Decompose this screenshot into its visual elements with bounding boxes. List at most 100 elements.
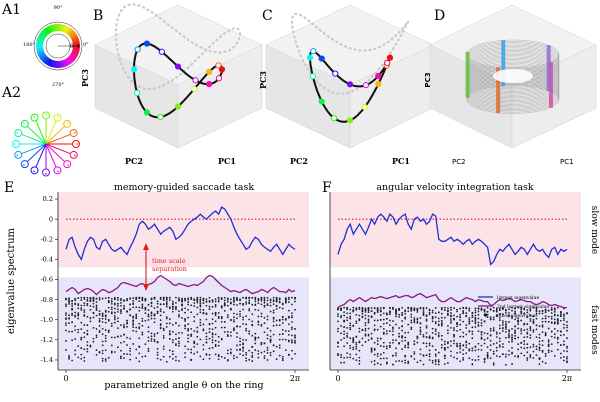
wheel-segment bbox=[72, 48, 80, 53]
other-eigenvalue-dot bbox=[563, 327, 565, 329]
other-eigenvalue-dot bbox=[477, 317, 480, 320]
other-eigenvalue-dot bbox=[251, 354, 254, 357]
other-eigenvalue-dot bbox=[68, 317, 70, 319]
other-eigenvalue-dot bbox=[468, 319, 471, 321]
trajectory-marker-b bbox=[206, 68, 213, 75]
y-tick-label: -1.0 bbox=[40, 316, 53, 324]
other-eigenvalue-dot bbox=[465, 324, 468, 327]
ghost-trajectory-b bbox=[114, 3, 242, 90]
other-eigenvalue-dot bbox=[370, 348, 373, 351]
band-fast-e bbox=[58, 277, 309, 370]
other-eigenvalue-dot bbox=[434, 330, 437, 333]
other-eigenvalue-dot bbox=[248, 349, 251, 352]
other-eigenvalue-dot bbox=[98, 331, 101, 334]
trajectory-marker-c bbox=[346, 117, 354, 124]
other-eigenvalue-dot bbox=[480, 307, 483, 310]
other-eigenvalue-dot bbox=[480, 330, 483, 333]
chart-title-e: memory-guided saccade task bbox=[114, 182, 254, 193]
other-eigenvalue-dot bbox=[541, 317, 544, 320]
other-eigenvalue-dot bbox=[104, 329, 107, 331]
other-eigenvalue-dot bbox=[89, 297, 92, 300]
other-eigenvalue-dot bbox=[92, 312, 95, 315]
other-eigenvalue-dot bbox=[162, 337, 165, 339]
lollipop-stem bbox=[45, 143, 68, 165]
other-eigenvalue-dot bbox=[175, 338, 177, 341]
other-eigenvalue-dot bbox=[242, 342, 244, 345]
other-eigenvalue-dot bbox=[538, 340, 541, 343]
other-eigenvalue-dot bbox=[492, 329, 495, 331]
other-eigenvalue-dot bbox=[413, 321, 416, 324]
other-eigenvalue-dot bbox=[159, 298, 162, 300]
other-eigenvalue-dot bbox=[462, 344, 465, 347]
other-eigenvalue-dot bbox=[367, 334, 370, 337]
other-eigenvalue-dot bbox=[272, 303, 275, 305]
other-eigenvalue-dot bbox=[514, 334, 516, 337]
other-eigenvalue-dot bbox=[178, 360, 180, 362]
other-eigenvalue-dot bbox=[74, 349, 77, 352]
other-eigenvalue-dot bbox=[159, 323, 162, 325]
other-eigenvalue-dot bbox=[343, 356, 346, 359]
other-eigenvalue-dot bbox=[370, 350, 373, 353]
other-eigenvalue-dot bbox=[199, 304, 202, 307]
other-eigenvalue-dot bbox=[352, 341, 355, 344]
other-eigenvalue-dot bbox=[229, 331, 232, 334]
other-eigenvalue-dot bbox=[214, 312, 217, 315]
other-eigenvalue-dot bbox=[86, 304, 89, 307]
other-eigenvalue-dot bbox=[532, 322, 535, 325]
other-eigenvalue-dot bbox=[486, 351, 489, 354]
other-eigenvalue-dot bbox=[416, 336, 419, 339]
other-eigenvalue-dot bbox=[434, 363, 437, 366]
other-eigenvalue-dot bbox=[80, 299, 83, 302]
other-eigenvalue-dot bbox=[89, 305, 92, 307]
other-eigenvalue-dot bbox=[251, 360, 254, 362]
other-eigenvalue-dot bbox=[532, 329, 535, 332]
other-eigenvalue-dot bbox=[132, 329, 135, 332]
other-eigenvalue-dot bbox=[101, 352, 104, 355]
other-eigenvalue-dot bbox=[526, 323, 529, 326]
other-eigenvalue-dot bbox=[553, 354, 556, 357]
other-eigenvalue-dot bbox=[462, 320, 465, 323]
other-eigenvalue-dot bbox=[77, 328, 80, 331]
trajectory-marker-c bbox=[309, 73, 316, 80]
other-eigenvalue-dot bbox=[129, 358, 132, 361]
other-eigenvalue-dot bbox=[80, 338, 83, 341]
other-eigenvalue-dot bbox=[538, 310, 541, 313]
other-eigenvalue-dot bbox=[358, 349, 361, 352]
other-eigenvalue-dot bbox=[77, 345, 80, 348]
other-eigenvalue-dot bbox=[217, 354, 220, 356]
other-eigenvalue-dot bbox=[373, 324, 376, 327]
other-eigenvalue-dot bbox=[287, 301, 290, 304]
other-eigenvalue-dot bbox=[563, 315, 565, 317]
other-eigenvalue-dot bbox=[376, 309, 379, 312]
other-eigenvalue-dot bbox=[483, 320, 486, 323]
other-eigenvalue-dot bbox=[508, 349, 510, 352]
wheel-segment bbox=[38, 53, 46, 60]
other-eigenvalue-dot bbox=[135, 317, 138, 319]
other-eigenvalue-dot bbox=[239, 310, 241, 313]
other-eigenvalue-dot bbox=[95, 297, 98, 300]
other-eigenvalue-dot bbox=[382, 351, 385, 354]
other-eigenvalue-dot bbox=[113, 302, 116, 305]
other-eigenvalue-dot bbox=[159, 319, 162, 322]
other-eigenvalue-dot bbox=[187, 329, 190, 332]
other-eigenvalue-dot bbox=[147, 330, 150, 333]
other-eigenvalue-dot bbox=[556, 306, 559, 309]
other-eigenvalue-dot bbox=[364, 309, 367, 312]
other-eigenvalue-dot bbox=[272, 333, 275, 336]
other-eigenvalue-dot bbox=[526, 311, 529, 314]
lollipop-head bbox=[30, 166, 39, 175]
y-tick-label: 0 bbox=[49, 215, 53, 223]
other-eigenvalue-dot bbox=[71, 359, 74, 362]
other-eigenvalue-dot bbox=[395, 347, 397, 350]
other-eigenvalue-dot bbox=[358, 362, 361, 365]
other-eigenvalue-dot bbox=[480, 349, 483, 351]
other-eigenvalue-dot bbox=[566, 337, 568, 339]
other-eigenvalue-dot bbox=[175, 322, 177, 325]
lollipop-head bbox=[42, 168, 50, 177]
other-eigenvalue-dot bbox=[89, 299, 92, 302]
other-eigenvalue-dot bbox=[566, 361, 568, 364]
other-eigenvalue-dot bbox=[263, 304, 266, 307]
other-eigenvalue-dot bbox=[187, 297, 190, 300]
other-eigenvalue-dot bbox=[422, 313, 425, 316]
other-eigenvalue-dot bbox=[245, 301, 248, 303]
